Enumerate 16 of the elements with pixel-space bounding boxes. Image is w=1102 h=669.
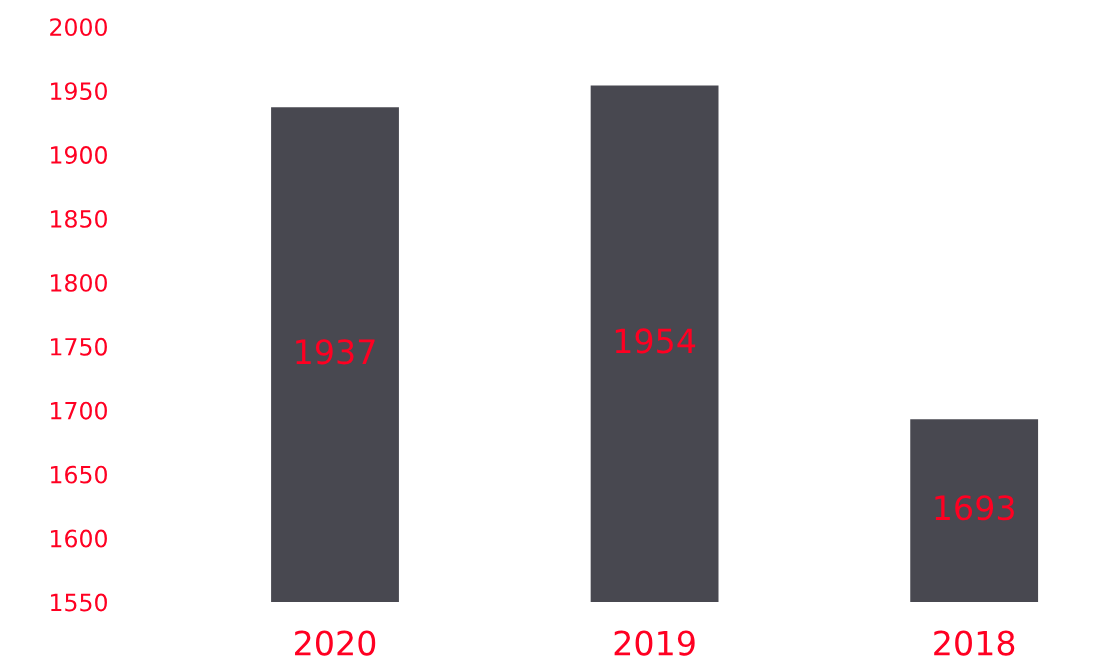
y-tick-label: 1600 xyxy=(51,529,107,548)
y-tick-label: 2000 xyxy=(50,18,107,37)
y-tick-label: 1850 xyxy=(51,209,107,228)
y-tick-label: 1950 xyxy=(51,82,107,100)
data-label: 1693 xyxy=(935,495,1014,521)
y-tick-label: 1650 xyxy=(51,465,107,484)
x-tick-label: 2019 xyxy=(614,630,695,656)
data-label: 1954 xyxy=(615,328,696,354)
y-tick-label: 1900 xyxy=(51,146,107,164)
y-tick-label: 1800 xyxy=(51,273,107,292)
y-tick-label: 1750 xyxy=(51,337,107,356)
y-tick-label: 1700 xyxy=(51,401,107,420)
y-tick-label: 1550 xyxy=(51,593,107,612)
data-label: 1937 xyxy=(296,339,375,365)
x-tick-label: 2020 xyxy=(295,630,376,656)
x-tick-label: 2018 xyxy=(934,630,1015,656)
